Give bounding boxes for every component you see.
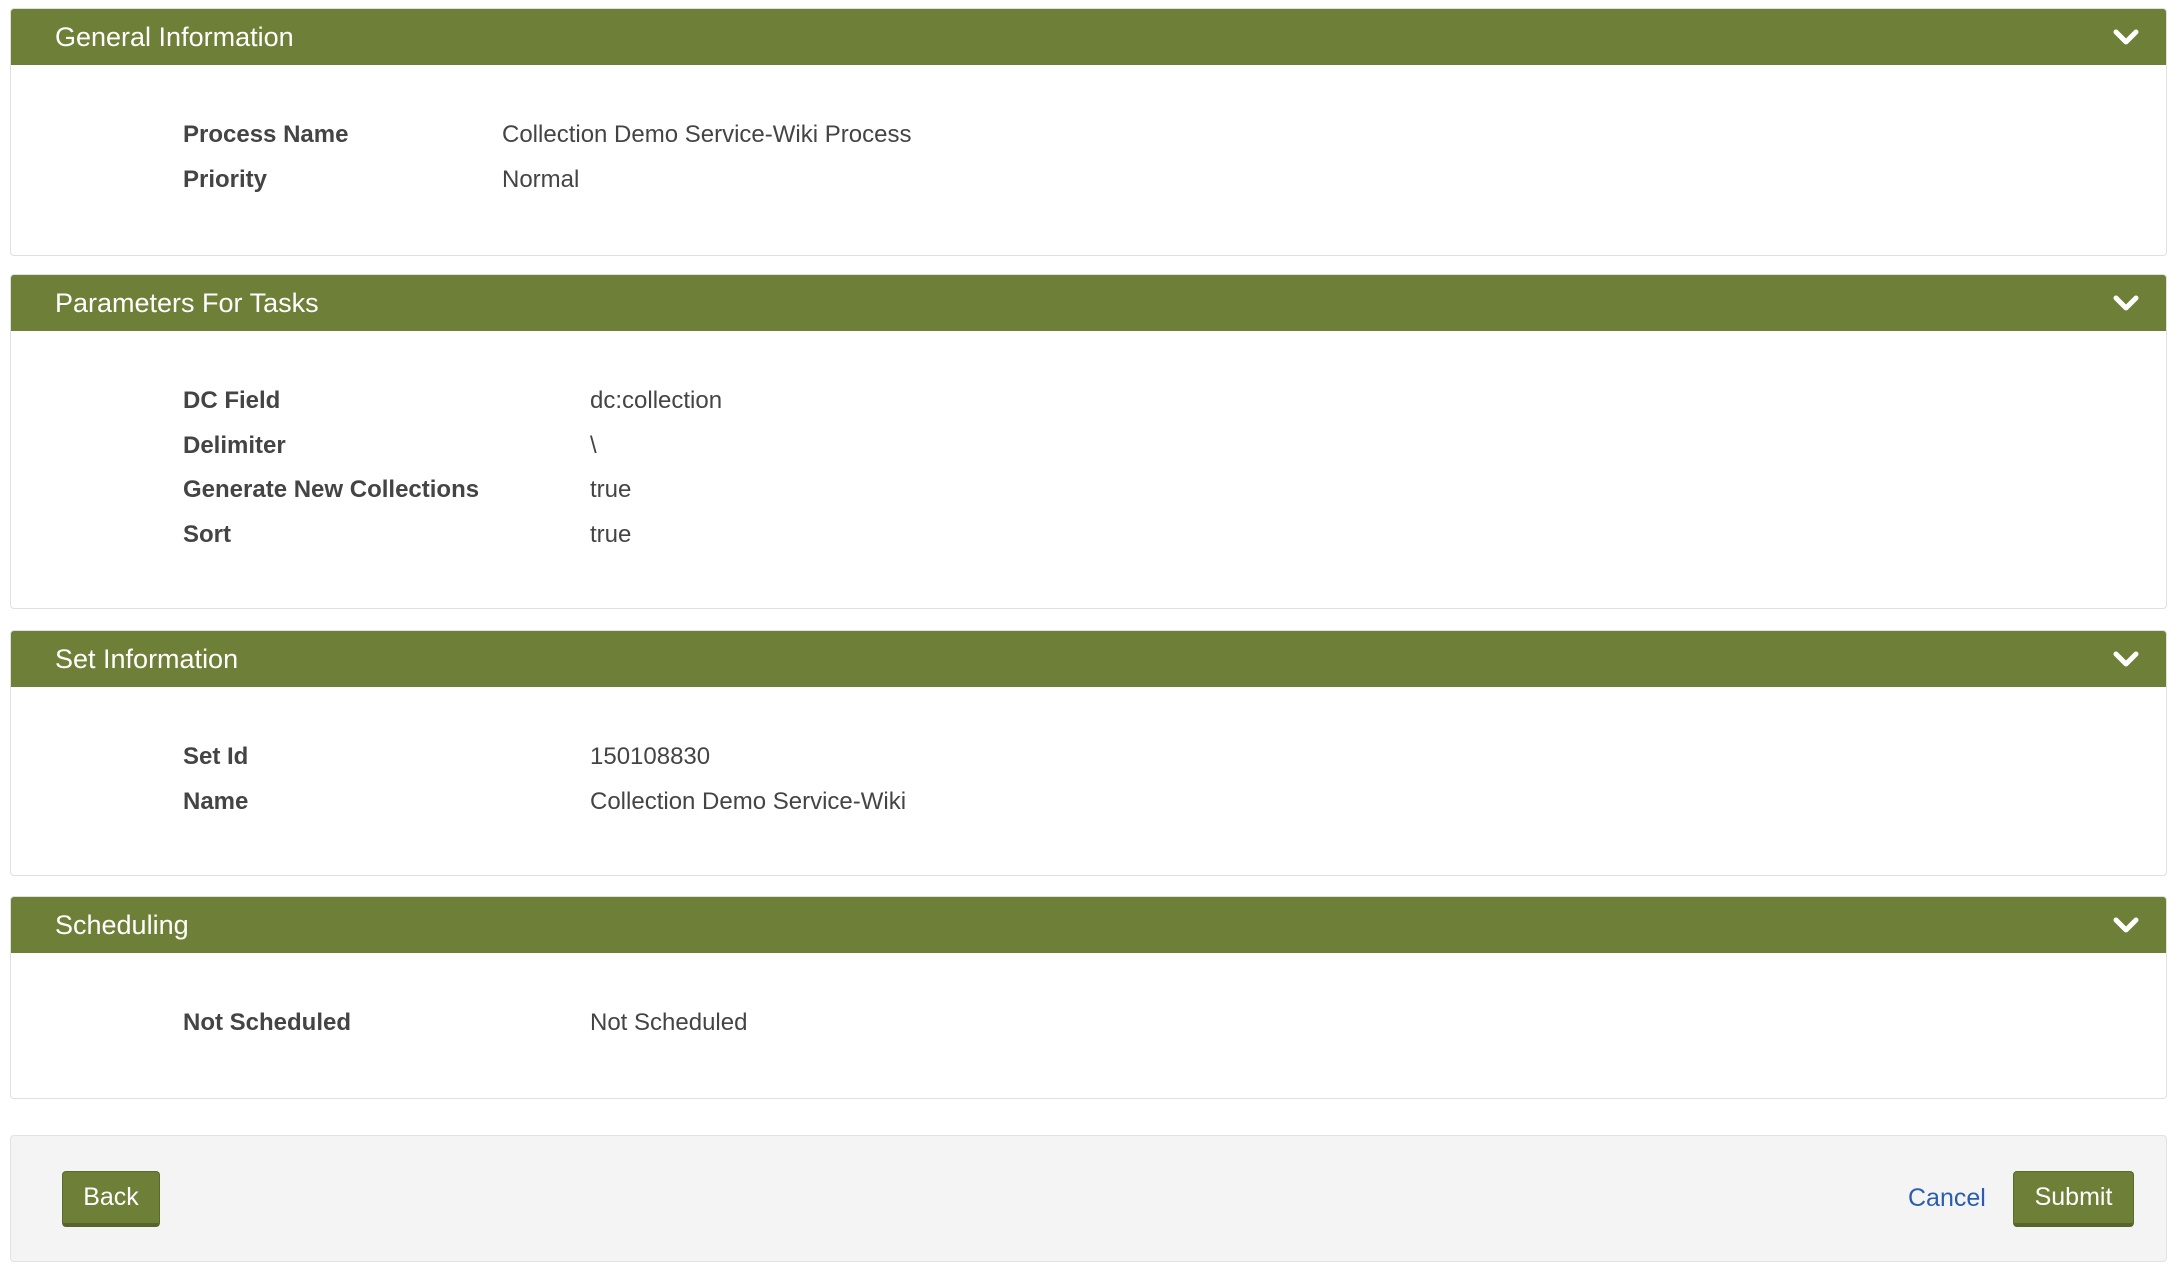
field-value: Collection Demo Service-Wiki Process bbox=[502, 121, 912, 148]
field-value: dc:collection bbox=[590, 387, 723, 414]
field-label: Not Scheduled bbox=[183, 1009, 352, 1036]
field-value: true bbox=[590, 476, 632, 503]
field-label: Set Id bbox=[183, 743, 249, 770]
field-value: 150108830 bbox=[590, 743, 711, 770]
section-title: Parameters For Tasks bbox=[55, 288, 319, 318]
section-header[interactable]: Set Information bbox=[11, 631, 2166, 687]
form-actions-bar: Back Cancel Submit bbox=[10, 1135, 2167, 1262]
section-set-information: Set Information Set Id 150108830 Name Co… bbox=[10, 630, 2167, 876]
field-value: Not Scheduled bbox=[590, 1009, 748, 1036]
chevron-down-icon[interactable] bbox=[2112, 289, 2140, 317]
field-value: Collection Demo Service-Wiki bbox=[590, 787, 907, 815]
field-value: \ bbox=[590, 431, 597, 459]
field-label: Delimiter bbox=[183, 431, 286, 459]
chevron-down-icon[interactable] bbox=[2112, 911, 2140, 939]
section-parameters-for-tasks: Parameters For Tasks DC Field dc:collect… bbox=[10, 274, 2167, 609]
chevron-down-icon[interactable] bbox=[2112, 23, 2140, 51]
section-header[interactable]: General Information bbox=[11, 9, 2166, 65]
section-header[interactable]: Parameters For Tasks bbox=[11, 275, 2166, 331]
field-label: Process Name bbox=[183, 121, 349, 148]
field-value: true bbox=[590, 520, 632, 548]
section-header[interactable]: Scheduling bbox=[11, 897, 2166, 953]
section-general-information: General Information Process Name Collect… bbox=[10, 8, 2167, 256]
back-button[interactable]: Back bbox=[62, 1171, 160, 1227]
chevron-down-icon[interactable] bbox=[2112, 645, 2140, 673]
field-label: Name bbox=[183, 787, 249, 815]
section-scheduling: Scheduling Not Scheduled Not Scheduled bbox=[10, 896, 2167, 1099]
section-title: Scheduling bbox=[55, 910, 189, 940]
field-label: Generate New Collections bbox=[183, 476, 480, 503]
field-label: Priority bbox=[183, 165, 268, 193]
submit-button[interactable]: Submit bbox=[2013, 1171, 2134, 1227]
cancel-link[interactable]: Cancel bbox=[1908, 1184, 1986, 1212]
section-title: Set Information bbox=[55, 644, 239, 674]
field-label: Sort bbox=[183, 520, 231, 548]
field-value: Normal bbox=[502, 165, 580, 193]
section-title: General Information bbox=[55, 22, 294, 52]
field-label: DC Field bbox=[183, 387, 281, 414]
